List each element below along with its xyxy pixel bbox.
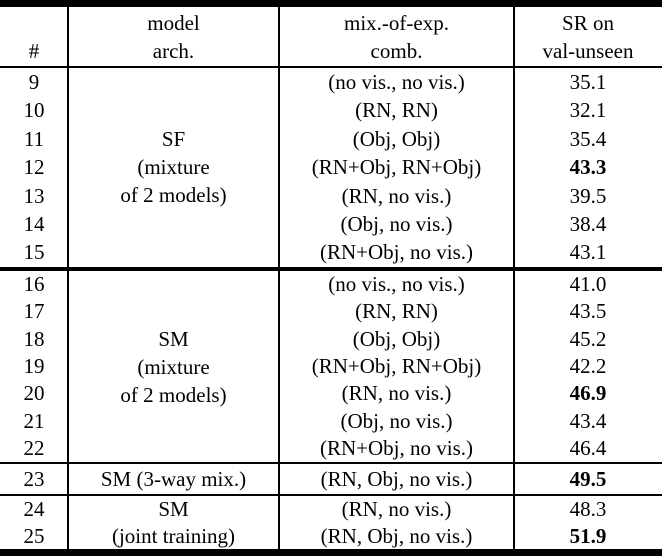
sr-value-best: 51.9: [569, 523, 607, 548]
moe-combination: (RN+Obj, RN+Obj): [311, 353, 482, 378]
bottom-rule: [0, 549, 662, 557]
header-sr-cell: SR on val-unseen: [514, 7, 662, 66]
row-number: 17: [23, 299, 45, 324]
table-header: # model arch. mix.-of-exp. comb. SR on v…: [0, 7, 662, 66]
moe-combination: (RN+Obj, RN+Obj): [311, 155, 482, 180]
row-number: 24: [23, 497, 45, 522]
header-mix-line2: comb.: [370, 38, 423, 63]
sr-value: 48.3: [569, 497, 607, 522]
section-sm: 16 17 18 19 20 21 22 SM (mixture of 2 mo…: [0, 271, 662, 463]
sm-model-arch-cell: SM (mixture of 2 models): [68, 271, 279, 463]
header-model-line2: arch.: [152, 38, 195, 63]
header-num-cell: #: [0, 7, 68, 66]
sf-row-numbers: 9 10 11 12 13 14 15: [0, 68, 68, 267]
row-number: 11: [23, 126, 45, 151]
section-divider-thick: [0, 266, 662, 271]
column-divider: [278, 7, 280, 550]
section-joint: 24 25 SM (joint training) (RN, no vis.) …: [0, 496, 662, 549]
model-arch-label: SM: [158, 497, 189, 522]
sm-row-numbers: 16 17 18 19 20 21 22: [0, 271, 68, 463]
row-number: 15: [23, 240, 45, 265]
top-rule: [0, 0, 662, 7]
sr-value: 35.4: [569, 126, 607, 151]
moe-combination: (RN, RN): [355, 98, 438, 123]
row-number: 19: [23, 353, 45, 378]
sr-value-best: 43.3: [569, 155, 607, 180]
moe-combination: (Obj, Obj): [352, 126, 441, 151]
section-divider-thin: [0, 462, 662, 465]
moe-combination: (RN, no vis.): [341, 183, 452, 208]
column-divider: [513, 7, 515, 550]
moe-combination: (RN, Obj, no vis.): [320, 523, 473, 548]
sf-mix-column: (no vis., no vis.) (RN, RN) (Obj, Obj) (…: [279, 68, 514, 267]
moe-combination: (RN+Obj, no vis.): [319, 240, 473, 265]
sr-value: 38.4: [569, 211, 607, 236]
sr-value: 43.4: [569, 408, 607, 433]
moe-combination: (RN+Obj, no vis.): [319, 436, 473, 461]
model-arch-line: (mixture: [137, 354, 210, 379]
row-number: 9: [28, 70, 40, 94]
row-number: 25: [23, 523, 45, 548]
row-number: 20: [23, 381, 45, 406]
model-arch-label: (joint training): [111, 523, 236, 548]
header-rule: [0, 66, 662, 68]
row-number: 18: [23, 326, 45, 351]
sr-value: 41.0: [569, 271, 607, 296]
joint-mix-column: (RN, no vis.) (RN, Obj, no vis.): [279, 496, 514, 549]
sr-value: 42.2: [569, 353, 607, 378]
moe-combination: (no vis., no vis.): [328, 271, 465, 296]
row-number: 21: [23, 408, 45, 433]
row-number: 22: [23, 436, 45, 461]
row-number: 12: [23, 155, 45, 180]
header-model-line1: model: [147, 10, 200, 35]
header-mix-line1: mix.-of-exp.: [344, 10, 449, 35]
moe-combination: (RN, RN): [355, 299, 438, 324]
moe-combination: (Obj, Obj): [352, 326, 441, 351]
sr-value: 46.4: [569, 436, 607, 461]
moe-combination: (Obj, no vis.): [340, 211, 453, 236]
header-sr-line1: SR on: [562, 10, 614, 35]
section-threeway: 23 SM (3-way mix.) (RN, Obj, no vis.) 49…: [0, 464, 662, 494]
sf-model-arch-cell: SF (mixture of 2 models): [68, 68, 279, 267]
header-num-label: #: [28, 39, 40, 63]
sr-value: 39.5: [569, 183, 607, 208]
column-divider: [67, 7, 69, 550]
moe-combination: (RN, no vis.): [341, 381, 452, 406]
sm-mix-column: (no vis., no vis.) (RN, RN) (Obj, Obj) (…: [279, 271, 514, 463]
joint-sr-column: 48.3 51.9: [514, 496, 662, 549]
sf-sr-column: 35.1 32.1 35.4 43.3 39.5 38.4 43.1: [514, 68, 662, 267]
model-arch-line: of 2 models): [120, 183, 227, 208]
joint-model-arch-column: SM (joint training): [68, 496, 279, 549]
sr-value: 32.1: [569, 98, 607, 123]
moe-combination: (RN, no vis.): [341, 497, 452, 522]
header-model-cell: model arch.: [68, 7, 279, 66]
row-number: 13: [23, 183, 45, 208]
model-arch-line: SF: [161, 127, 186, 152]
row-number: 16: [23, 271, 45, 296]
sr-value-best: 49.5: [569, 467, 607, 492]
sr-value: 45.2: [569, 326, 607, 351]
row-number: 14: [23, 211, 45, 236]
sr-value: 43.5: [569, 299, 607, 324]
model-arch-line: (mixture: [137, 155, 210, 180]
header-sr-line2: val-unseen: [542, 38, 634, 63]
header-mix-cell: mix.-of-exp. comb.: [279, 7, 514, 66]
sr-value: 35.1: [569, 70, 607, 94]
section-sf: 9 10 11 12 13 14 15 SF (mixture of 2 mod…: [0, 68, 662, 267]
sr-value: 43.1: [569, 240, 607, 265]
model-arch-line: SM: [158, 326, 189, 351]
model-arch-line: of 2 models): [120, 382, 227, 407]
moe-combination: (RN, Obj, no vis.): [320, 467, 473, 492]
section-divider-thin: [0, 494, 662, 497]
joint-row-numbers: 24 25: [0, 496, 68, 549]
sm-sr-column: 41.0 43.5 45.2 42.2 46.9 43.4 46.4: [514, 271, 662, 463]
row-number: 23: [23, 467, 45, 492]
moe-combination: (no vis., no vis.): [328, 70, 465, 94]
moe-combination: (Obj, no vis.): [340, 408, 453, 433]
row-number: 10: [23, 98, 45, 123]
model-arch-label: SM (3-way mix.): [100, 467, 247, 492]
sr-value-best: 46.9: [569, 381, 607, 406]
